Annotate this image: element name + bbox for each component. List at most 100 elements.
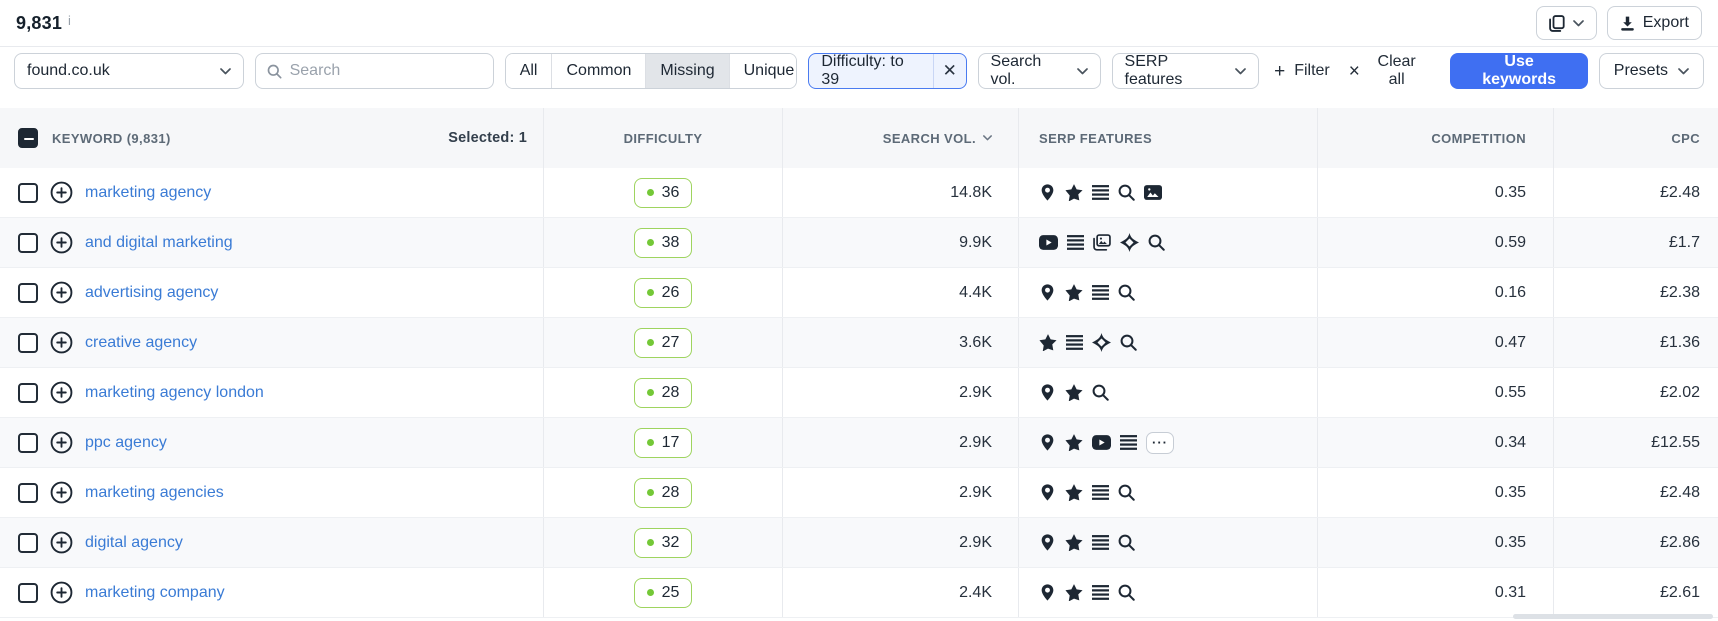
difficulty-dot-icon: [646, 239, 654, 246]
use-keywords-button[interactable]: Use keywords: [1450, 53, 1588, 89]
keyword-link[interactable]: ppc agency: [85, 433, 167, 451]
keyword-cell: digital agency: [0, 518, 543, 567]
add-keyword-icon[interactable]: [50, 431, 73, 454]
add-keyword-icon[interactable]: [50, 231, 73, 254]
keyword-cell: marketing agency london: [0, 368, 543, 417]
row-checkbox[interactable]: [18, 532, 38, 553]
row-checkbox[interactable]: [18, 232, 38, 253]
copy-dropdown-button[interactable]: [1535, 6, 1597, 40]
results-count-wrap: 9,831 i: [16, 13, 71, 34]
difficulty-filter-chip[interactable]: Difficulty: to 39 ✕: [808, 53, 967, 89]
segment-all[interactable]: All: [505, 54, 552, 88]
add-filter-label: Filter: [1294, 62, 1330, 79]
export-button[interactable]: Export: [1606, 6, 1702, 40]
row-checkbox[interactable]: [18, 432, 38, 453]
keyword-header-label[interactable]: KEYWORD (9,831): [52, 130, 171, 146]
list-icon: [1092, 285, 1109, 300]
keyword-link[interactable]: marketing company: [85, 583, 225, 601]
keyword-link[interactable]: digital agency: [85, 533, 183, 551]
difficulty-cell: 36: [543, 168, 782, 217]
difficulty-cell: 25: [543, 568, 782, 617]
search-vol-cell: 2.9K: [782, 518, 1018, 567]
presets-dropdown[interactable]: Presets: [1598, 53, 1705, 89]
difficulty-badge: 32: [634, 527, 692, 558]
add-keyword-icon[interactable]: [50, 481, 73, 504]
add-filter-button[interactable]: + Filter: [1270, 62, 1334, 81]
star-icon: [1065, 534, 1083, 551]
serp-features-dropdown[interactable]: SERP features: [1111, 53, 1260, 89]
star-icon: [1065, 584, 1083, 601]
info-icon[interactable]: i: [68, 12, 71, 28]
star-icon: [1065, 434, 1083, 451]
difficulty-value: 28: [661, 483, 680, 501]
row-checkbox[interactable]: [18, 282, 38, 303]
cpc-column-header[interactable]: CPC: [1553, 108, 1718, 168]
competition-cell: 0.35: [1317, 468, 1553, 517]
list-icon: [1120, 435, 1137, 450]
image-icon: [1144, 185, 1162, 200]
download-icon: [1620, 16, 1635, 31]
difficulty-dot-icon: [646, 389, 654, 396]
add-keyword-icon[interactable]: [50, 581, 73, 604]
more-features-icon[interactable]: ···: [1146, 431, 1174, 454]
list-icon: [1067, 235, 1084, 250]
results-count: 9,831: [16, 12, 63, 33]
row-checkbox[interactable]: [18, 382, 38, 403]
keyword-link[interactable]: and digital marketing: [85, 233, 233, 251]
keyword-link[interactable]: marketing agency: [85, 183, 212, 201]
segment-unique[interactable]: Unique: [728, 54, 797, 88]
difficulty-value: 17: [661, 433, 680, 451]
difficulty-dot-icon: [646, 539, 654, 546]
close-icon[interactable]: ✕: [933, 54, 965, 88]
competition-column-header[interactable]: COMPETITION: [1317, 108, 1553, 168]
difficulty-cell: 17: [543, 418, 782, 467]
segment-common[interactable]: Common: [551, 54, 646, 88]
select-all-checkbox[interactable]: [18, 128, 38, 148]
keyword-cell: marketing agencies: [0, 468, 543, 517]
add-keyword-icon[interactable]: [50, 281, 73, 304]
difficulty-value: 32: [661, 533, 680, 551]
add-keyword-icon[interactable]: [50, 381, 73, 404]
table-row: marketing agency 36 14.8K 0.35 £2.48: [0, 168, 1718, 218]
list-icon: [1092, 585, 1109, 600]
difficulty-cell: 27: [543, 318, 782, 367]
add-keyword-icon[interactable]: [50, 181, 73, 204]
keyword-link[interactable]: marketing agency london: [85, 383, 264, 401]
plus-icon: +: [1274, 60, 1286, 82]
table-header: KEYWORD (9,831) Selected: 1 DIFFICULTY S…: [0, 108, 1718, 168]
serp-features-cell: [1018, 568, 1317, 617]
difficulty-cell: 28: [543, 468, 782, 517]
search-input[interactable]: [289, 62, 482, 80]
row-checkbox[interactable]: [18, 182, 38, 203]
horizontal-scrollbar-thumb[interactable]: [1513, 614, 1713, 619]
search-icon: [1118, 184, 1135, 201]
difficulty-column-header[interactable]: DIFFICULTY: [543, 108, 782, 168]
keyword-link[interactable]: marketing agencies: [85, 483, 224, 501]
clear-all-button[interactable]: × Clear all: [1345, 53, 1429, 89]
search-vol-cell: 2.9K: [782, 468, 1018, 517]
keyword-cell: marketing agency: [0, 168, 543, 217]
keyword-cell: ppc agency: [0, 418, 543, 467]
domain-select-value: found.co.uk: [27, 62, 110, 79]
row-checkbox[interactable]: [18, 482, 38, 503]
add-keyword-icon[interactable]: [50, 331, 73, 354]
row-checkbox[interactable]: [18, 582, 38, 603]
segment-missing[interactable]: Missing: [645, 54, 729, 88]
images-icon: [1093, 234, 1111, 251]
keyword-cell: advertising agency: [0, 268, 543, 317]
add-keyword-icon[interactable]: [50, 531, 73, 554]
row-checkbox[interactable]: [18, 332, 38, 353]
keyword-cell: and digital marketing: [0, 218, 543, 267]
domain-select[interactable]: found.co.uk: [14, 53, 244, 89]
search-vol-column-header[interactable]: SEARCH VOL.: [782, 108, 1018, 168]
video-icon: [1092, 435, 1111, 450]
difficulty-badge: 38: [634, 227, 692, 258]
table-row: marketing company 25 2.4K 0.31 £2.61: [0, 568, 1718, 618]
keyword-link[interactable]: creative agency: [85, 333, 198, 351]
copy-icon: [1548, 14, 1565, 32]
search-vol-dropdown[interactable]: Search vol.: [977, 53, 1101, 89]
difficulty-value: 36: [661, 183, 680, 201]
star-icon: [1039, 334, 1057, 351]
keyword-link[interactable]: advertising agency: [85, 283, 219, 301]
